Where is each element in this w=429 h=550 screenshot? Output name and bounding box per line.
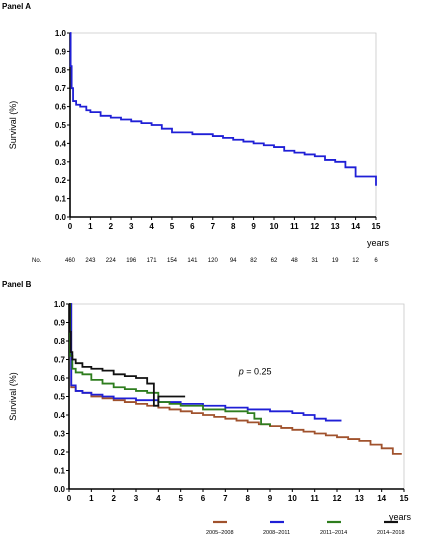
- x-tick-label: 1: [88, 222, 93, 231]
- risk-table-count: 48: [291, 258, 298, 264]
- x-tick-label: 6: [201, 494, 206, 503]
- legend-item: 2008–2011: [263, 520, 290, 536]
- x-axis-title: years: [367, 238, 390, 248]
- y-tick-label: 0.5: [54, 393, 66, 402]
- legend-item: 2011–2014: [320, 520, 347, 536]
- y-tick-label: 0.5: [55, 121, 67, 130]
- x-tick-label: 13: [355, 494, 364, 503]
- y-tick-label: 0.7: [55, 84, 67, 93]
- series-line-2005-2008: [69, 303, 402, 455]
- x-tick-label: 15: [400, 494, 409, 503]
- risk-table-count: 12: [352, 258, 359, 264]
- x-tick-label: 5: [178, 494, 183, 503]
- risk-table-count: 94: [230, 258, 237, 264]
- plot-frame: [69, 303, 405, 489]
- y-tick-label: 0.2: [55, 176, 67, 185]
- risk-table-count: 82: [250, 258, 257, 264]
- legend-item: 2014–2018: [377, 520, 405, 536]
- y-tick-label: 0.4: [54, 411, 66, 420]
- p-value-text: = 0.25: [244, 366, 272, 376]
- panel-b: Panel B 0.0 0.1 0.2 0.3 0.4 0.5 0.6 0.7 0.8 0.9 1.0…: [2, 280, 412, 536]
- legend-label: 2014–2018: [377, 530, 405, 536]
- x-tick-label: 10: [288, 494, 297, 503]
- x-tick-label: 7: [223, 494, 228, 503]
- x-tick-label: 0: [67, 494, 72, 503]
- x-tick-label: 11: [310, 494, 319, 503]
- y-tick-label: 0.2: [54, 448, 66, 457]
- y-tick-label: 0.9: [54, 319, 66, 328]
- legend-label: 2011–2014: [320, 530, 347, 536]
- risk-table-count: 196: [126, 258, 137, 264]
- y-tick-label: 0.7: [54, 356, 66, 365]
- x-tick-label: 8: [245, 494, 250, 503]
- x-tick-label: 6: [190, 222, 195, 231]
- y-axis-title: Survival (%): [8, 372, 18, 421]
- x-tick-label: 14: [377, 494, 386, 503]
- risk-table-count: 120: [208, 258, 219, 264]
- x-tick-label: 9: [251, 222, 256, 231]
- x-tick-label: 1: [89, 494, 94, 503]
- y-tick-label: 0.6: [54, 374, 66, 383]
- series-line-2014-2018: [68, 303, 186, 407]
- x-tick-label: 2: [111, 494, 116, 503]
- x-tick-label: 13: [331, 222, 340, 231]
- y-tick-label: 0.9: [55, 47, 67, 56]
- x-tick-label: 7: [211, 222, 216, 231]
- y-tick-label: 1.0: [54, 300, 66, 309]
- p-value-symbol: p: [238, 366, 244, 376]
- x-tick-label: 0: [68, 222, 73, 231]
- risk-table-count: 154: [167, 258, 178, 264]
- risk-table-count: 460: [65, 258, 76, 264]
- y-tick-label: 0.3: [54, 430, 66, 439]
- x-tick-label: 3: [129, 222, 134, 231]
- legend-item: 2005–2008: [206, 520, 234, 536]
- risk-table-count: 141: [187, 258, 198, 264]
- x-tick-label: 4: [156, 494, 161, 503]
- y-tick-label: 0.8: [54, 337, 66, 346]
- plot-frame: [70, 32, 377, 217]
- x-tick-label: 14: [351, 222, 360, 231]
- y-tick-label: 0.4: [55, 139, 67, 148]
- risk-table-count: 31: [311, 258, 318, 264]
- series-line-1: [69, 32, 377, 186]
- y-tick-label: 1.0: [55, 29, 67, 38]
- x-tick-label: 4: [149, 222, 154, 231]
- series-line-2011-2014: [69, 303, 271, 427]
- panel-label: Panel A: [2, 2, 31, 11]
- x-tick-label: 10: [270, 222, 279, 231]
- x-tick-label: 12: [310, 222, 319, 231]
- x-tick-label: 8: [231, 222, 236, 231]
- x-tick-label: 2: [109, 222, 114, 231]
- panel-a: Panel A 0.0 0.1 0.2 0.3 0.4 0.5 0.6 0.7 0.8 0.9 1.0…: [2, 2, 390, 264]
- x-tick-label: 9: [268, 494, 273, 503]
- risk-table-count: 6: [374, 258, 378, 264]
- legend-label: 2008–2011: [263, 530, 290, 536]
- x-tick-label: 3: [134, 494, 139, 503]
- x-tick-label: 12: [333, 494, 342, 503]
- y-tick-label: 0.6: [55, 103, 67, 112]
- x-tick-label: 11: [290, 222, 299, 231]
- y-tick-label: 0.0: [54, 485, 66, 494]
- p-value-annotation: p = 0.25: [238, 366, 272, 376]
- legend-label: 2005–2008: [206, 530, 234, 536]
- y-tick-label: 0.0: [55, 213, 67, 222]
- y-tick-label: 0.1: [54, 467, 66, 476]
- y-axis-title: Survival (%): [8, 101, 18, 150]
- y-tick-label: 0.1: [55, 195, 67, 204]
- series-line-2008-2011: [69, 303, 342, 422]
- risk-table-count: 243: [85, 258, 96, 264]
- risk-table-count: 224: [106, 258, 117, 264]
- y-tick-label: 0.3: [55, 158, 67, 167]
- y-tick-label: 0.8: [55, 66, 67, 75]
- panel-label: Panel B: [2, 280, 32, 289]
- risk-table-count: 62: [271, 258, 278, 264]
- x-tick-label: 5: [170, 222, 175, 231]
- risk-table-label: No.: [32, 258, 42, 264]
- risk-table-count: 19: [332, 258, 339, 264]
- risk-table-count: 171: [147, 258, 158, 264]
- x-axis-title: years: [389, 512, 412, 522]
- x-tick-label: 15: [372, 222, 381, 231]
